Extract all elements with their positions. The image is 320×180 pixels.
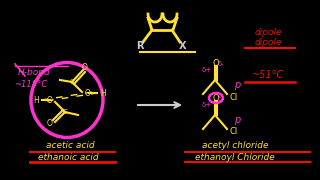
Text: O: O [85,89,91,98]
Text: δ-: δ- [218,96,224,102]
Text: δ+: δ+ [202,67,212,73]
Text: O: O [213,58,219,68]
Text: ethanoic acid: ethanoic acid [38,152,98,161]
Text: dipole: dipole [254,28,282,37]
Text: ~51°C: ~51°C [252,70,284,80]
Text: R: R [136,41,144,51]
Text: dipole: dipole [254,37,282,46]
Text: X: X [179,41,187,51]
Text: Cl: Cl [230,93,238,102]
Text: O: O [213,93,219,102]
Text: δ-: δ- [218,61,224,67]
Text: H-bond: H-bond [18,68,51,76]
Text: δ+: δ+ [202,102,212,108]
Text: C: C [70,79,74,85]
Text: acetic acid: acetic acid [46,141,94,150]
Text: ethanoyl Chloride: ethanoyl Chloride [195,152,275,161]
Text: p: p [234,80,240,90]
Text: acetyl chloride: acetyl chloride [202,141,268,150]
Text: H: H [100,89,106,98]
Text: ~118°C: ~118°C [14,80,47,89]
Text: O: O [47,120,53,129]
Text: O: O [82,62,88,71]
Text: Cl: Cl [230,127,238,136]
Text: O: O [46,96,52,105]
Text: H: H [33,96,39,105]
Text: p: p [234,115,240,125]
Text: C: C [63,109,68,115]
